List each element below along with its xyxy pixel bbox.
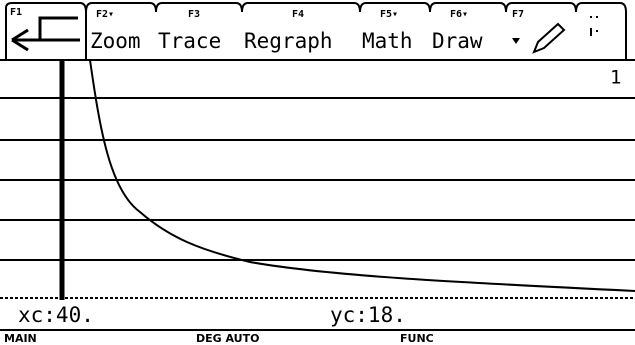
tab-label: Draw — [432, 29, 483, 53]
graph-number: 1 — [610, 67, 621, 89]
tab-key: F3 — [188, 9, 200, 20]
calculator-screen: F1 F2▾ Zoom F3 Trace F4 Regraph F5▾ Math… — [0, 0, 635, 345]
tab-label: Trace — [158, 29, 221, 53]
tab-label: Regraph — [244, 29, 333, 53]
tab-key: F4 — [292, 9, 304, 20]
tab-key: F6▾ — [450, 9, 468, 20]
status-angle: DEG AUTO — [196, 332, 259, 345]
tab-key: F2▾ — [96, 9, 114, 20]
status-mode: MAIN — [4, 332, 37, 345]
status-graph-mode: FUNC — [400, 332, 434, 345]
tab-key: F1 — [10, 7, 22, 18]
x-readout: xc:40. — [18, 303, 94, 327]
tab-label: Zoom — [90, 29, 141, 53]
tab-key: F7 — [512, 9, 524, 20]
y-readout: yc:18. — [330, 303, 406, 327]
tab-label: Math — [362, 29, 413, 53]
tab-key: F5▾ — [380, 9, 398, 20]
